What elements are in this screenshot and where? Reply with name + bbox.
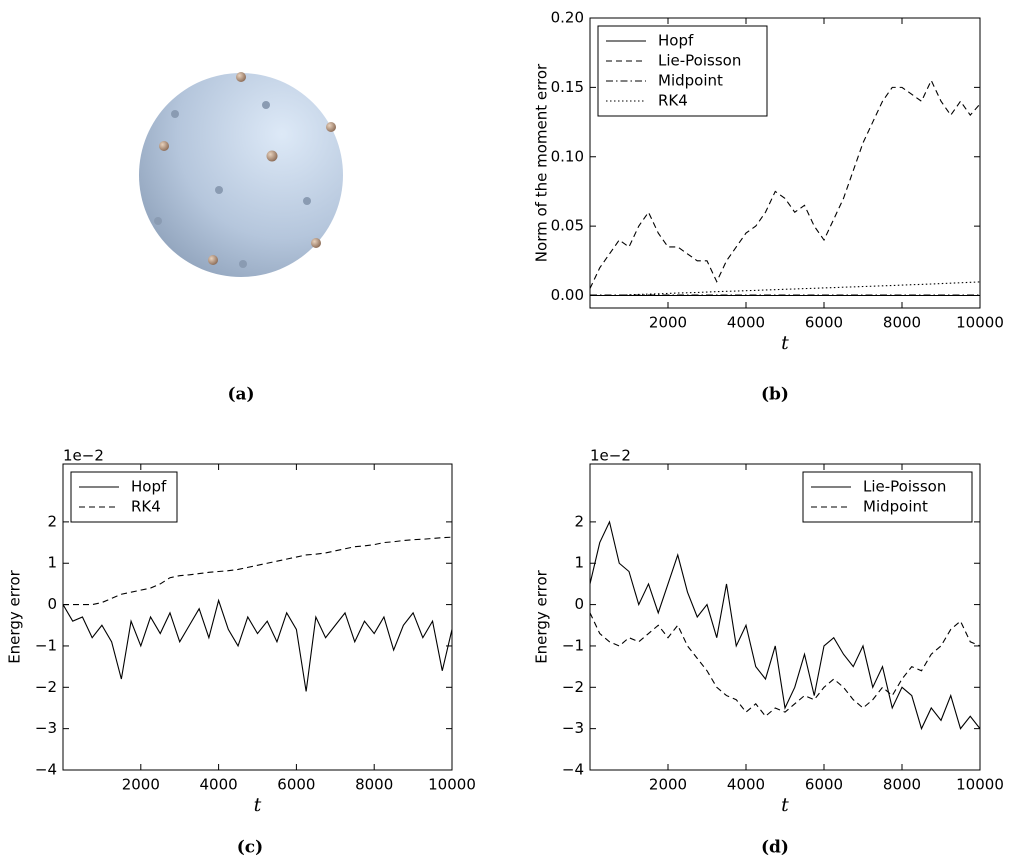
legend-box [70, 471, 178, 523]
x-tick-label: 4000 [200, 776, 238, 794]
offset-text: 1e−2 [63, 447, 104, 465]
x-tick-label: 6000 [277, 776, 315, 794]
x-tick-label: 4000 [727, 776, 765, 794]
x-tick-label: 6000 [805, 314, 843, 332]
legend-label: Lie-Poisson [658, 52, 741, 70]
legend-label: Hopf [131, 478, 167, 496]
x-tick-label: 10000 [956, 314, 1004, 332]
legend-label: RK4 [131, 498, 161, 516]
caption: (d) [761, 838, 789, 858]
y-tick-label: −2 [562, 678, 584, 696]
y-tick-label: −4 [35, 761, 57, 779]
series-line [590, 612, 980, 718]
x-axis-label: t [254, 794, 262, 816]
y-tick-label: 0.20 [551, 9, 584, 27]
x-tick-label: 8000 [883, 314, 921, 332]
y-tick-label: −3 [35, 719, 57, 737]
offset-text: 1e−2 [590, 447, 631, 465]
x-tick-label: 6000 [805, 776, 843, 794]
x-tick-label: 2000 [649, 776, 687, 794]
x-tick-label: 10000 [428, 776, 476, 794]
y-axis-label: Energy error [533, 569, 551, 663]
y-tick-label: −3 [562, 719, 584, 737]
y-tick-label: 0 [47, 595, 57, 613]
axes-frame [589, 463, 981, 771]
x-tick-label: 8000 [883, 776, 921, 794]
y-axis-label: Norm of the moment error [533, 63, 551, 262]
sphere [139, 72, 343, 277]
legend-label: Midpoint [863, 498, 928, 516]
x-tick-label: 2000 [122, 776, 160, 794]
x-tick-label: 4000 [727, 314, 765, 332]
x-axis-label: t [781, 332, 789, 354]
caption: (a) [227, 385, 254, 405]
y-tick-label: −4 [562, 761, 584, 779]
series-line [63, 598, 452, 692]
y-tick-label: 2 [574, 512, 584, 530]
y-tick-label: −1 [562, 636, 584, 654]
legend-label: Lie-Poisson [863, 478, 946, 496]
y-tick-label: 0.00 [551, 286, 584, 304]
legend-box [802, 471, 973, 523]
y-axis-label: Energy error [6, 569, 24, 663]
x-axis-label: t [781, 794, 789, 816]
y-tick-label: 1 [47, 554, 57, 572]
caption: (c) [237, 838, 263, 858]
y-tick-label: 0.05 [551, 217, 584, 235]
series-line [590, 79, 980, 289]
legend-label: Hopf [658, 32, 694, 50]
y-tick-label: 1 [574, 554, 584, 572]
series-line [590, 281, 980, 297]
y-tick-label: −1 [35, 636, 57, 654]
y-tick-label: 0.15 [551, 78, 584, 96]
y-tick-label: 2 [47, 512, 57, 530]
series-line [63, 536, 452, 606]
x-tick-label: 10000 [956, 776, 1004, 794]
axes-frame [589, 17, 981, 309]
x-tick-label: 8000 [355, 776, 393, 794]
y-tick-label: −2 [35, 678, 57, 696]
caption: (b) [761, 385, 789, 405]
y-tick-label: 0 [574, 595, 584, 613]
legend-label: Midpoint [658, 72, 723, 90]
legend-label: RK4 [658, 92, 688, 110]
axes-frame [62, 463, 453, 771]
series-line [590, 520, 980, 731]
x-tick-label: 2000 [649, 314, 687, 332]
y-tick-label: 0.10 [551, 147, 584, 165]
